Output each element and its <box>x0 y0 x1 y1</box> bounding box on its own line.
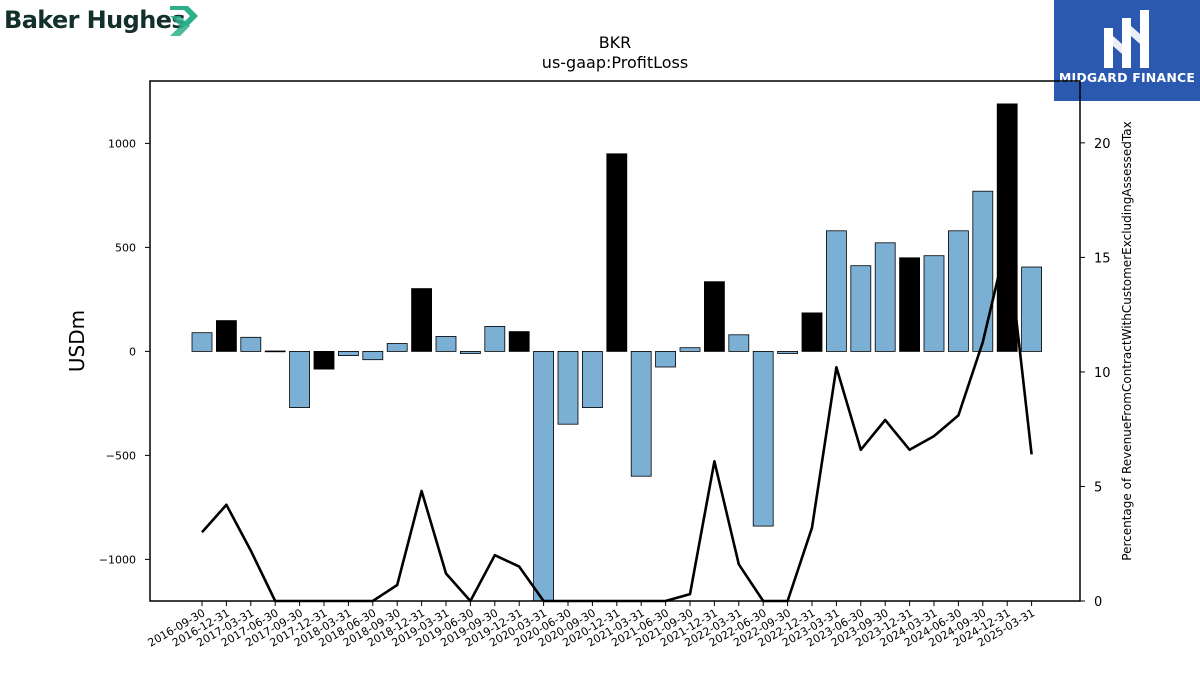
bar-2017-06-30 <box>264 350 286 353</box>
bar-2017-12-31 <box>313 350 335 370</box>
baker-hughes-logo: Baker Hughes <box>4 4 204 40</box>
bar-2020-03-31 <box>533 350 554 602</box>
bar-2021-03-31 <box>630 350 652 477</box>
bar-2024-12-31 <box>996 103 1018 352</box>
bar-2021-09-30 <box>679 347 701 352</box>
baker-hughes-logo-text: Baker Hughes <box>4 6 186 34</box>
bar-2025-03-31 <box>1021 266 1042 352</box>
y-axis-right: 0 5 10 15 20 <box>1080 137 1111 610</box>
bar-2020-06-30 <box>557 350 579 425</box>
bar-2019-09-30 <box>484 325 506 352</box>
bar-2023-12-31 <box>899 257 920 352</box>
bar-2019-12-31 <box>508 331 530 352</box>
x-axis: 2016-09-302016-12-312017-03-312017-06-30… <box>146 601 1037 650</box>
midgard-m-emblem-icon <box>1104 10 1149 68</box>
bar-2016-09-30 <box>191 332 213 352</box>
midgard-finance-logo-text: MIDGARD FINANCE <box>1058 70 1196 85</box>
y-tick-label: 0 <box>129 345 136 358</box>
bar-2016-12-31 <box>215 320 237 352</box>
y-tick-label: −1000 <box>99 553 136 566</box>
bar-2022-03-31 <box>728 334 750 352</box>
bar-2018-12-31 <box>411 288 433 352</box>
bar-2020-12-31 <box>606 153 628 352</box>
bar-2019-06-30 <box>459 350 481 354</box>
y-axis-left: −1000 −500 0 500 1000 <box>99 137 150 566</box>
bar-2019-03-31 <box>435 335 457 352</box>
bar-2023-09-30 <box>874 242 896 352</box>
bar-2024-06-30 <box>948 230 969 352</box>
bar-2024-03-31 <box>923 255 945 352</box>
bar-2017-03-31 <box>240 336 262 352</box>
bar-2022-06-30 <box>752 350 774 527</box>
chart-title: BKR <box>599 33 632 52</box>
bar-2022-09-30 <box>777 350 798 354</box>
y2-tick-label: 20 <box>1094 137 1111 152</box>
bar-2022-12-31 <box>801 312 823 352</box>
bar-2017-09-30 <box>289 350 311 408</box>
y-tick-label: 500 <box>115 241 136 254</box>
y2-tick-label: 15 <box>1094 251 1111 266</box>
y2-tick-label: 5 <box>1094 480 1102 495</box>
y2-axis-label: Percentage of RevenueFromContractWithCus… <box>1120 121 1134 560</box>
baker-hughes-chevron-icon <box>170 6 198 36</box>
bar-2021-06-30 <box>655 350 676 368</box>
bar-2023-03-31 <box>826 230 847 352</box>
bar-2020-09-30 <box>582 350 603 408</box>
y-tick-label: −500 <box>106 449 136 462</box>
bar-2023-06-30 <box>850 265 872 352</box>
bars-layer <box>191 103 1042 602</box>
bar-2018-06-30 <box>362 350 384 361</box>
bar-2018-03-31 <box>337 350 359 356</box>
y2-tick-label: 10 <box>1094 366 1111 381</box>
bar-2021-12-31 <box>704 281 725 352</box>
y2-tick-label: 0 <box>1094 595 1102 610</box>
bar-2018-09-30 <box>386 343 408 352</box>
plot-frame <box>149 80 1081 602</box>
y-axis-label: USDm <box>65 310 89 372</box>
midgard-finance-logo: MIDGARD FINANCE <box>1054 0 1200 101</box>
y-tick-label: 1000 <box>108 137 136 150</box>
chart-subtitle: us-gaap:ProfitLoss <box>542 53 688 72</box>
bar-2024-09-30 <box>972 190 994 352</box>
